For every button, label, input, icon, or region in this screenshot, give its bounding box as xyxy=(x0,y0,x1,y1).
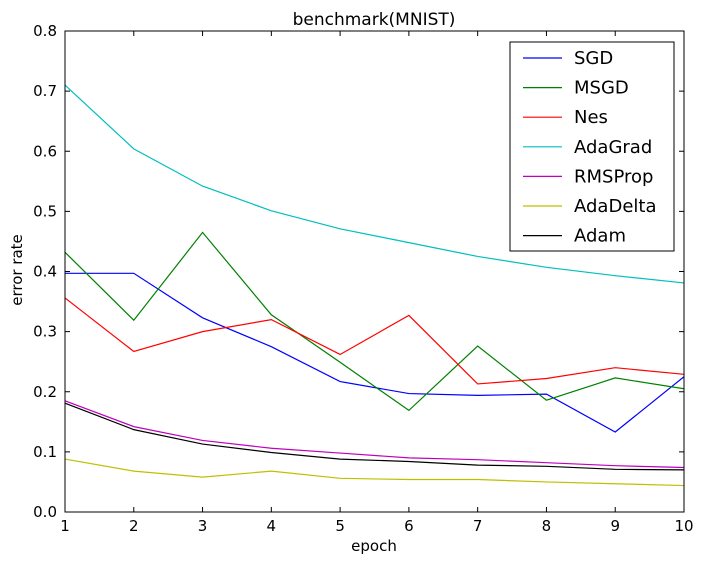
x-tick-label: 6 xyxy=(404,517,414,535)
x-tick-label: 7 xyxy=(473,517,483,535)
legend: SGD MSGD Nes AdaGrad RMSProp AdaDelta Adam xyxy=(509,41,675,252)
legend-label: SGD xyxy=(574,48,613,69)
legend-label: Adam xyxy=(574,226,626,247)
series-line-sgd xyxy=(65,272,685,433)
x-tick-label: 3 xyxy=(198,517,208,535)
series-line-adam xyxy=(64,402,685,471)
y-axis-label: error rate xyxy=(8,234,26,306)
x-tick-label: 5 xyxy=(335,517,345,535)
x-tick-label: 10 xyxy=(674,517,693,535)
x-tick-label: 8 xyxy=(542,517,552,535)
plot-frame xyxy=(64,30,685,513)
x-tick-label: 2 xyxy=(129,517,139,535)
legend-label: Nes xyxy=(574,107,608,128)
y-tick-label: 0.3 xyxy=(33,323,57,341)
legend-label: MSGD xyxy=(574,78,629,99)
y-tick-label: 0.7 xyxy=(33,82,57,100)
x-tick-label: 4 xyxy=(267,517,277,535)
y-tick-label: 0.4 xyxy=(33,263,57,281)
x-axis-label: epoch xyxy=(351,537,397,555)
series-line-adadelta xyxy=(64,458,685,487)
legend-label: AdaDelta xyxy=(574,196,656,217)
series-layer xyxy=(64,84,685,487)
x-tick-label: 1 xyxy=(60,517,70,535)
series-line-rmsprop xyxy=(64,400,685,469)
legend-label: RMSProp xyxy=(574,166,653,187)
series-line-msgd xyxy=(64,231,685,412)
chart-title: benchmark(MNIST) xyxy=(293,10,456,30)
y-tick-label: 0.5 xyxy=(33,202,57,220)
y-tick-label: 0.0 xyxy=(33,503,57,521)
y-tick-label: 0.8 xyxy=(33,22,57,40)
x-tick-label: 9 xyxy=(610,517,620,535)
y-tick-label: 0.2 xyxy=(33,383,57,401)
y-tick-label: 0.6 xyxy=(33,142,57,160)
ticks-layer: 1 2 3 4 5 6 7 8 9 10 0.0 0.1 0.2 0.3 0.4 0.5 0.6 0.7 0.8 xyxy=(33,22,693,535)
series-line-adagrad xyxy=(64,84,685,284)
legend-label: AdaGrad xyxy=(574,137,652,158)
series-line-nes xyxy=(64,297,685,385)
y-tick-label: 0.1 xyxy=(33,443,57,461)
